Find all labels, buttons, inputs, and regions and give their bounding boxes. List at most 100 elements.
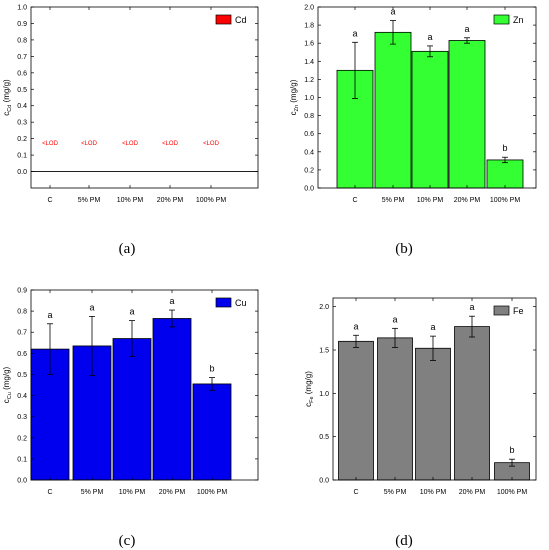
x-tick-label: 5% PM xyxy=(382,197,405,204)
y-tick-label: 1.2 xyxy=(304,77,314,84)
legend-swatch xyxy=(215,14,232,25)
significance-letter: b xyxy=(209,364,214,374)
significance-letter: a xyxy=(169,296,174,306)
y-tick-label: 1.0 xyxy=(17,5,27,12)
y-tick-label: 1.5 xyxy=(319,348,329,355)
y-tick-label: 0.6 xyxy=(17,351,27,358)
bar xyxy=(192,383,232,481)
y-tick-label: 1.0 xyxy=(304,95,314,102)
x-tick-label: 100% PM xyxy=(497,489,528,496)
value-label: <LOD xyxy=(122,141,139,147)
plot-frame xyxy=(30,289,259,481)
x-tick-label: 20% PM xyxy=(454,197,481,204)
y-tick-label: 0.4 xyxy=(17,103,27,110)
caption-a: (a) xyxy=(119,241,136,257)
x-tick-label: 10% PM xyxy=(117,197,144,204)
bar xyxy=(152,318,192,481)
significance-letter: a xyxy=(353,321,358,331)
significance-letter: a xyxy=(427,32,432,42)
y-tick-label: 0.2 xyxy=(304,167,314,174)
y-tick-label: 0.5 xyxy=(319,434,329,441)
y-tick-label: 0.5 xyxy=(17,372,27,379)
plot-frame xyxy=(30,6,259,189)
significance-letter: a xyxy=(390,7,395,17)
y-tick-label: 0.0 xyxy=(17,169,27,176)
x-tick-label: 10% PM xyxy=(119,489,146,496)
y-tick-label: 0.7 xyxy=(17,54,27,61)
legend-swatch xyxy=(215,297,232,308)
x-tick-label: 20% PM xyxy=(157,197,184,204)
x-tick-label: 5% PM xyxy=(78,197,101,204)
y-tick-label: 2.0 xyxy=(319,304,329,311)
bar xyxy=(448,40,486,189)
y-tick-label: 0.8 xyxy=(17,37,27,44)
y-tick-label: 0.1 xyxy=(17,153,27,160)
y-tick-label: 0.2 xyxy=(17,136,27,143)
y-tick-label: 0.5 xyxy=(17,87,27,94)
x-tick-label: 100% PM xyxy=(197,489,228,496)
y-tick-label: 0.3 xyxy=(17,414,27,421)
x-tick-label: 100% PM xyxy=(196,197,227,204)
caption-b: (b) xyxy=(395,241,413,257)
y-tick-label: 1.0 xyxy=(319,391,329,398)
bar xyxy=(454,326,490,481)
y-tick-label: 0.1 xyxy=(17,456,27,463)
bar xyxy=(338,340,374,481)
y-axis-label: cFe (mg/g) xyxy=(304,371,315,407)
y-tick-label: 0.2 xyxy=(17,435,27,442)
value-label: <LOD xyxy=(81,141,98,147)
legend-label: Zn xyxy=(513,15,524,25)
x-tick-label: 20% PM xyxy=(159,489,186,496)
bar xyxy=(112,338,152,481)
y-tick-label: 0.4 xyxy=(17,393,27,400)
legend-label: Fe xyxy=(513,306,524,316)
y-tick-label: 0.8 xyxy=(304,113,314,120)
legend-swatch xyxy=(493,14,510,25)
y-tick-label: 0.7 xyxy=(17,330,27,337)
y-axis-label: cZn (mg/g) xyxy=(289,79,300,115)
x-tick-label: C xyxy=(47,197,52,204)
panel-c: a a a a b 0.0 0.1 0.2 0.3 0.4 0.5 0.6 0.7 0.8 0.9 C 5% P… xyxy=(2,288,259,496)
significance-letter: a xyxy=(129,307,134,317)
bar xyxy=(374,31,412,189)
y-tick-label: 0.6 xyxy=(17,70,27,77)
caption-c: (c) xyxy=(119,533,136,549)
y-axis-label: cCu (mg/g) xyxy=(2,366,13,403)
x-tick-label: C xyxy=(352,197,357,204)
legend-label: Cd xyxy=(235,15,247,25)
bar xyxy=(411,50,449,189)
x-tick-label: 5% PM xyxy=(384,489,407,496)
value-label: <LOD xyxy=(162,141,179,147)
significance-letter: b xyxy=(502,143,507,153)
caption-d: (d) xyxy=(395,533,413,549)
panel-a: <LOD <LOD <LOD <LOD <LOD 0.0 0.1 0.2 0.3 0.4 0.5 0.… xyxy=(2,5,259,204)
significance-letter: a xyxy=(89,302,94,312)
value-label: <LOD xyxy=(42,141,59,147)
x-tick-label: 10% PM xyxy=(420,489,447,496)
y-tick-label: 0.0 xyxy=(17,478,27,485)
plot-frame xyxy=(332,297,537,481)
y-tick-label: 0.4 xyxy=(304,149,314,156)
bar xyxy=(415,347,451,481)
y-tick-label: 0.8 xyxy=(17,309,27,316)
significance-letter: a xyxy=(430,322,435,332)
panel-b: a a a a b 0.0 0.2 0.4 0.6 0.8 1.0 1.2 1.4 1.6 1.8 2.0 C 5… xyxy=(289,5,537,204)
y-tick-label: 1.4 xyxy=(304,59,314,66)
x-tick-label: C xyxy=(47,489,52,496)
y-axis-label: cCd (mg/g) xyxy=(2,79,13,116)
panel-d: a a a a b 0.0 0.5 1.0 1.5 2.0 C 5% PM 10% PM 20% PM 10… xyxy=(304,297,537,496)
y-tick-label: 1.6 xyxy=(304,41,314,48)
y-tick-label: 0.6 xyxy=(304,131,314,138)
significance-letter: a xyxy=(392,314,397,324)
y-tick-label: 2.0 xyxy=(304,5,314,12)
legend-label: Cu xyxy=(235,298,247,308)
x-tick-label: C xyxy=(353,489,358,496)
significance-letter: a xyxy=(352,28,357,38)
x-tick-label: 5% PM xyxy=(81,489,104,496)
significance-letter: a xyxy=(47,310,52,320)
legend-swatch xyxy=(493,305,510,316)
significance-letter: a xyxy=(464,24,469,34)
bar xyxy=(486,159,524,189)
y-tick-label: 0.9 xyxy=(17,21,27,28)
